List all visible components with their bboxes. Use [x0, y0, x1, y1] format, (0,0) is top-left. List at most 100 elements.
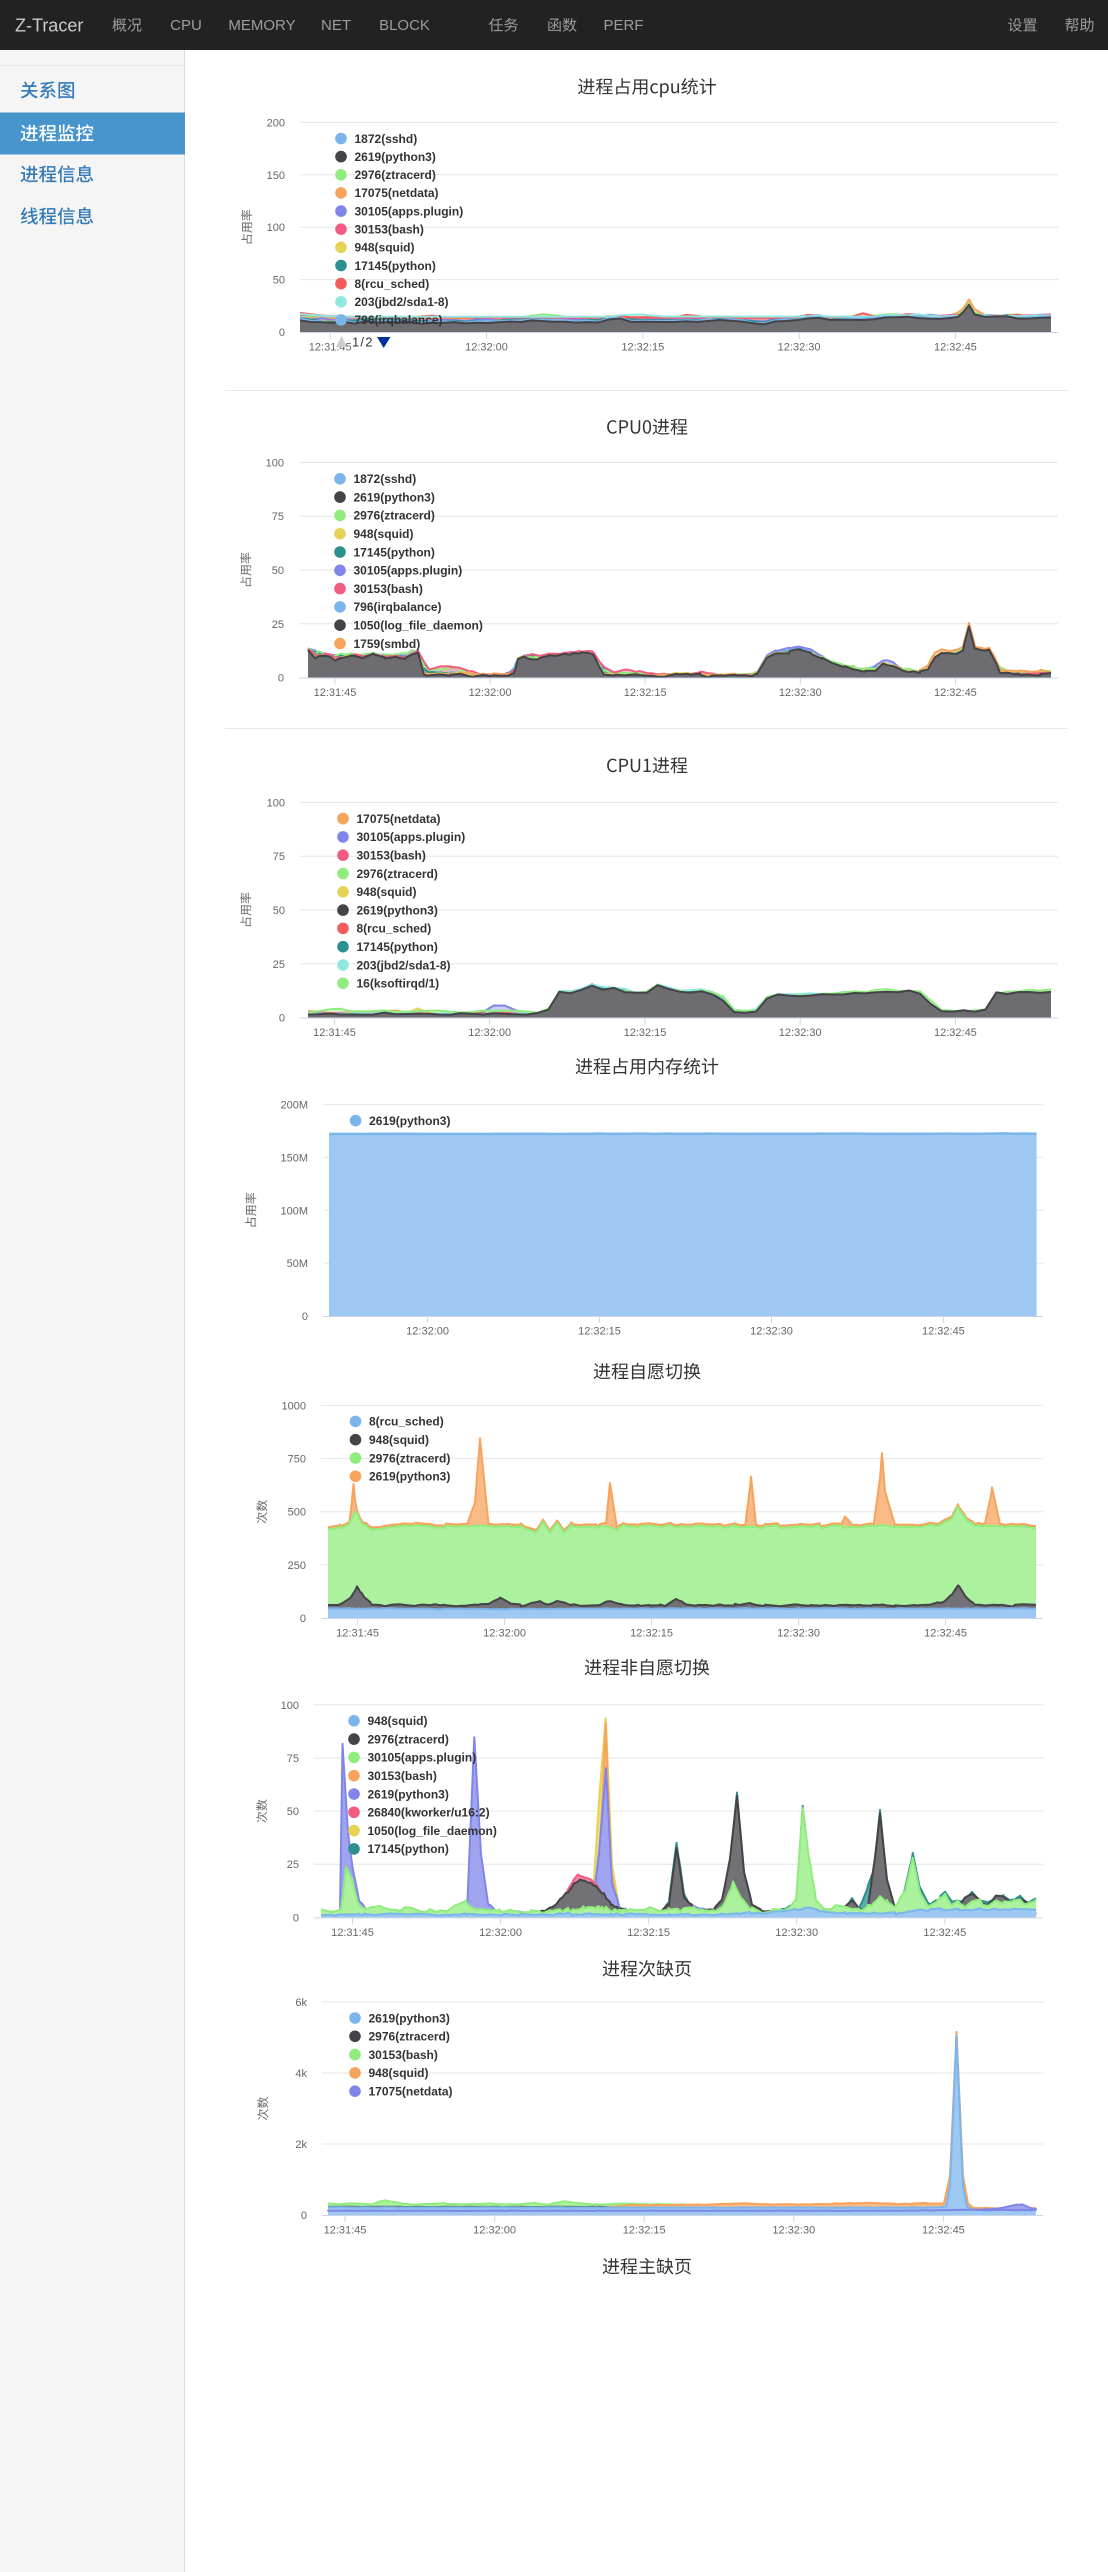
svg-text:17075(netdata): 17075(netdata): [355, 186, 439, 200]
svg-text:948(squid): 948(squid): [369, 2066, 429, 2080]
svg-text:30153(bash): 30153(bash): [354, 582, 423, 596]
svg-text:12:32:30: 12:32:30: [772, 2225, 815, 2237]
svg-text:16(ksoftirqd/1): 16(ksoftirqd/1): [357, 977, 440, 991]
svg-text:0: 0: [302, 1311, 308, 1323]
svg-text:30105(apps.plugin): 30105(apps.plugin): [357, 830, 466, 844]
svg-text:2619(python3): 2619(python3): [369, 1470, 450, 1484]
svg-text:12:32:30: 12:32:30: [779, 687, 822, 699]
svg-text:BLOCK: BLOCK: [379, 17, 430, 34]
svg-text:150M: 150M: [280, 1152, 308, 1164]
svg-text:12:32:00: 12:32:00: [469, 687, 512, 699]
svg-text:948(squid): 948(squid): [368, 1714, 428, 1728]
svg-text:12:32:45: 12:32:45: [934, 342, 977, 354]
svg-text:50: 50: [272, 565, 284, 577]
svg-text:100: 100: [281, 1700, 299, 1712]
svg-text:1/2: 1/2: [352, 335, 374, 350]
svg-text:500: 500: [288, 1507, 306, 1519]
svg-text:12:32:45: 12:32:45: [922, 1326, 965, 1338]
svg-text:2k: 2k: [295, 2139, 307, 2151]
svg-text:12:32:30: 12:32:30: [750, 1326, 793, 1338]
svg-text:MEMORY: MEMORY: [228, 17, 295, 34]
svg-text:2619(python3): 2619(python3): [369, 1114, 450, 1128]
svg-text:948(squid): 948(squid): [369, 1433, 429, 1447]
svg-text:750: 750: [288, 1454, 306, 1466]
svg-text:2619(python3): 2619(python3): [357, 903, 438, 917]
svg-text:75: 75: [272, 511, 284, 523]
svg-text:50: 50: [273, 275, 285, 287]
svg-text:12:32:15: 12:32:15: [627, 1927, 670, 1939]
svg-text:8(rcu_sched): 8(rcu_sched): [357, 922, 432, 936]
svg-text:25: 25: [272, 619, 284, 631]
svg-text:6k: 6k: [295, 1997, 307, 2009]
svg-text:12:32:45: 12:32:45: [924, 1628, 967, 1640]
svg-text:100: 100: [267, 798, 285, 810]
svg-text:12:32:15: 12:32:15: [578, 1326, 621, 1338]
svg-text:8(rcu_sched): 8(rcu_sched): [369, 1415, 444, 1429]
svg-text:17075(netdata): 17075(netdata): [357, 812, 441, 826]
svg-text:12:32:00: 12:32:00: [479, 1927, 522, 1939]
svg-text:30153(bash): 30153(bash): [368, 1769, 437, 1783]
svg-text:203(jbd2/sda1-8): 203(jbd2/sda1-8): [355, 295, 449, 309]
svg-text:12:32:30: 12:32:30: [778, 342, 821, 354]
svg-text:0: 0: [279, 1013, 285, 1025]
svg-text:75: 75: [287, 1753, 299, 1765]
svg-text:12:32:30: 12:32:30: [779, 1027, 822, 1039]
svg-text:12:32:00: 12:32:00: [465, 342, 508, 354]
svg-text:0: 0: [278, 673, 284, 685]
svg-text:0: 0: [301, 2210, 307, 2222]
svg-text:8(rcu_sched): 8(rcu_sched): [355, 277, 430, 291]
svg-text:NET: NET: [321, 17, 351, 34]
svg-text:12:31:45: 12:31:45: [314, 687, 357, 699]
svg-text:2976(ztracerd): 2976(ztracerd): [355, 168, 436, 182]
svg-text:1000: 1000: [282, 1400, 306, 1412]
svg-text:0: 0: [293, 1912, 299, 1924]
svg-text:17145(python): 17145(python): [357, 940, 438, 954]
svg-text:75: 75: [273, 851, 285, 863]
svg-text:2619(python3): 2619(python3): [368, 1787, 449, 1801]
svg-text:25: 25: [287, 1859, 299, 1871]
svg-text:30153(bash): 30153(bash): [355, 223, 424, 237]
svg-text:12:32:30: 12:32:30: [777, 1628, 820, 1640]
svg-text:2976(ztracerd): 2976(ztracerd): [368, 1732, 449, 1746]
svg-text:12:32:15: 12:32:15: [621, 342, 664, 354]
svg-text:200: 200: [267, 117, 285, 129]
svg-text:12:31:45: 12:31:45: [331, 1927, 374, 1939]
svg-text:Z-Tracer: Z-Tracer: [15, 16, 83, 36]
svg-text:203(jbd2/sda1-8): 203(jbd2/sda1-8): [357, 958, 451, 972]
svg-text:30105(apps.plugin): 30105(apps.plugin): [354, 564, 463, 578]
svg-text:17145(python): 17145(python): [355, 259, 436, 273]
svg-text:50: 50: [273, 905, 285, 917]
svg-text:2619(python3): 2619(python3): [354, 490, 435, 504]
svg-text:150: 150: [267, 170, 285, 182]
svg-text:12:32:45: 12:32:45: [934, 687, 977, 699]
svg-text:948(squid): 948(squid): [355, 241, 415, 255]
svg-text:12:32:15: 12:32:15: [630, 1628, 673, 1640]
svg-text:200M: 200M: [280, 1100, 308, 1112]
svg-text:2976(ztracerd): 2976(ztracerd): [354, 509, 435, 523]
svg-text:0: 0: [300, 1613, 306, 1625]
svg-text:12:31:45: 12:31:45: [309, 342, 352, 354]
svg-text:1759(smbd): 1759(smbd): [354, 637, 421, 651]
svg-text:12:32:30: 12:32:30: [775, 1927, 818, 1939]
svg-text:12:31:45: 12:31:45: [313, 1027, 356, 1039]
svg-text:30153(bash): 30153(bash): [357, 849, 426, 863]
svg-text:12:32:15: 12:32:15: [623, 2225, 666, 2237]
svg-text:2619(python3): 2619(python3): [355, 150, 436, 164]
svg-text:PERF: PERF: [603, 17, 643, 34]
svg-text:0: 0: [279, 327, 285, 339]
svg-text:1050(log_file_daemon): 1050(log_file_daemon): [354, 619, 483, 633]
svg-text:17145(python): 17145(python): [354, 545, 435, 559]
svg-text:948(squid): 948(squid): [354, 527, 414, 541]
svg-text:12:32:15: 12:32:15: [624, 1027, 667, 1039]
svg-text:100M: 100M: [280, 1205, 308, 1217]
svg-text:1872(sshd): 1872(sshd): [354, 472, 417, 486]
svg-text:12:32:45: 12:32:45: [934, 1027, 977, 1039]
svg-text:12:32:15: 12:32:15: [624, 687, 667, 699]
svg-text:12:32:00: 12:32:00: [483, 1628, 526, 1640]
svg-text:796(irqbalance): 796(irqbalance): [355, 313, 443, 327]
svg-text:12:31:45: 12:31:45: [324, 2225, 367, 2237]
svg-text:796(irqbalance): 796(irqbalance): [354, 600, 442, 614]
svg-text:30105(apps.plugin): 30105(apps.plugin): [368, 1751, 477, 1765]
svg-text:100: 100: [267, 222, 285, 234]
svg-text:2976(ztracerd): 2976(ztracerd): [369, 2030, 450, 2044]
